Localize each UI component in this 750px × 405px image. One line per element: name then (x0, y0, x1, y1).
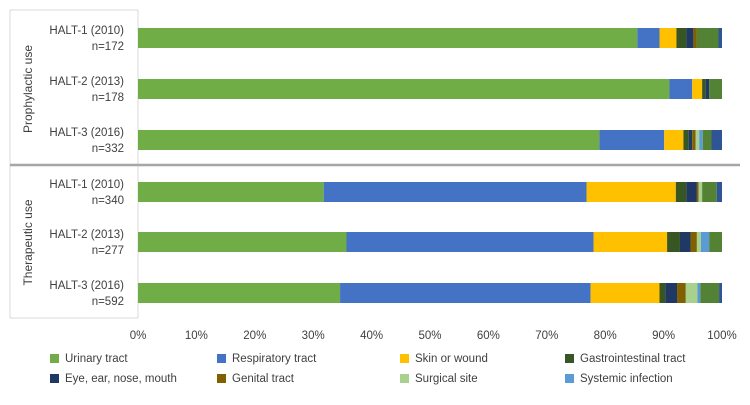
bar-segment (138, 283, 341, 303)
bar-segment (709, 232, 722, 252)
bar-segment (696, 232, 701, 252)
row-label-n: n=340 (92, 195, 124, 207)
x-tick-label: 30% (302, 330, 325, 342)
bar-segment (659, 283, 666, 303)
legend-swatch (400, 354, 409, 363)
row-label-n: n=277 (92, 245, 124, 257)
x-tick-label: 20% (243, 330, 266, 342)
bar-segment (692, 79, 703, 99)
bar-segment (664, 130, 684, 150)
bar-segment (667, 232, 680, 252)
bar-segment (698, 182, 703, 202)
legend-swatch (565, 354, 574, 363)
x-tick-label: 0% (130, 330, 147, 342)
x-tick-label: 80% (594, 330, 617, 342)
bar-segment (696, 182, 699, 202)
bar-segment (693, 28, 697, 48)
bar-segment (138, 182, 324, 202)
bar-segment (692, 130, 696, 150)
legend-label: Surgical site (415, 373, 478, 385)
bar-segment (719, 283, 722, 303)
bar-segment (700, 283, 720, 303)
x-tick-label: 50% (418, 330, 441, 342)
bar-segment (702, 130, 712, 150)
legend-label: Skin or wound (415, 353, 488, 365)
bar-segment (340, 283, 591, 303)
row-label-n: n=178 (92, 92, 124, 104)
bar-segment (696, 28, 719, 48)
x-tick-label: 100% (707, 330, 736, 342)
legend-swatch (217, 374, 226, 383)
row-label-n: n=332 (92, 143, 124, 155)
bar-segment (675, 182, 687, 202)
bar-segment (138, 79, 670, 99)
row-label-name: HALT-3 (2016) (49, 127, 124, 139)
bar-segment (686, 182, 697, 202)
bar-segment (683, 130, 689, 150)
bar-segment (138, 28, 638, 48)
group-label-prophylactic: Prophylactic use (21, 45, 35, 133)
bar-segment (690, 232, 697, 252)
row-label-name: HALT-2 (2013) (49, 229, 124, 241)
bar-segment (718, 28, 722, 48)
bar-segment (699, 130, 703, 150)
legend-label: Genital tract (232, 373, 295, 385)
bar-segment (593, 232, 668, 252)
legend-label: Urinary tract (65, 353, 128, 365)
row-label-name: HALT-2 (2013) (49, 76, 124, 88)
row-label-name: HALT-3 (2016) (49, 280, 124, 292)
bar-segment (138, 232, 347, 252)
bar-segment (676, 28, 687, 48)
bar-segment (695, 130, 700, 150)
bar-segment (688, 130, 693, 150)
row-label-name: HALT-1 (2010) (49, 179, 124, 191)
bar-segment (702, 79, 706, 99)
bar-segment (138, 130, 600, 150)
bar-segment (697, 283, 701, 303)
bar-segment (637, 28, 660, 48)
x-tick-label: 40% (360, 330, 383, 342)
bar-segment (677, 283, 686, 303)
legend-label: Systemic infection (580, 373, 673, 385)
bar-segment (659, 28, 677, 48)
bar-segment (702, 182, 717, 202)
x-tick-label: 90% (652, 330, 675, 342)
bar-segment (346, 232, 594, 252)
bar-segment (679, 232, 691, 252)
row-label-name: HALT-1 (2010) (49, 25, 124, 37)
bar-segment (685, 283, 698, 303)
legend-swatch (50, 354, 59, 363)
row-label-n: n=592 (92, 296, 124, 308)
group-label-therapeutic: Therapeutic use (21, 199, 35, 285)
bar-segment (686, 28, 694, 48)
legend-swatch (565, 374, 574, 383)
bar-segment (599, 130, 665, 150)
bar-segment (323, 182, 587, 202)
bar-segment (586, 182, 676, 202)
row-label-n: n=172 (92, 41, 124, 53)
legend-label: Gastrointestinal tract (580, 353, 686, 365)
bar-segment (705, 79, 710, 99)
bar-segment (716, 182, 722, 202)
bar-segment (665, 283, 678, 303)
legend-swatch (400, 374, 409, 383)
x-tick-label: 60% (477, 330, 500, 342)
x-tick-label: 70% (535, 330, 558, 342)
legend-swatch (217, 354, 226, 363)
bar-segment (711, 130, 722, 150)
legend-label: Eye, ear, nose, mouth (65, 373, 177, 385)
x-tick-label: 10% (185, 330, 208, 342)
bar-segment (669, 79, 693, 99)
bar-segment (700, 232, 710, 252)
legend-swatch (50, 374, 59, 383)
bar-segment (709, 79, 722, 99)
legend-label: Respiratory tract (232, 353, 317, 365)
bar-segment (590, 283, 660, 303)
